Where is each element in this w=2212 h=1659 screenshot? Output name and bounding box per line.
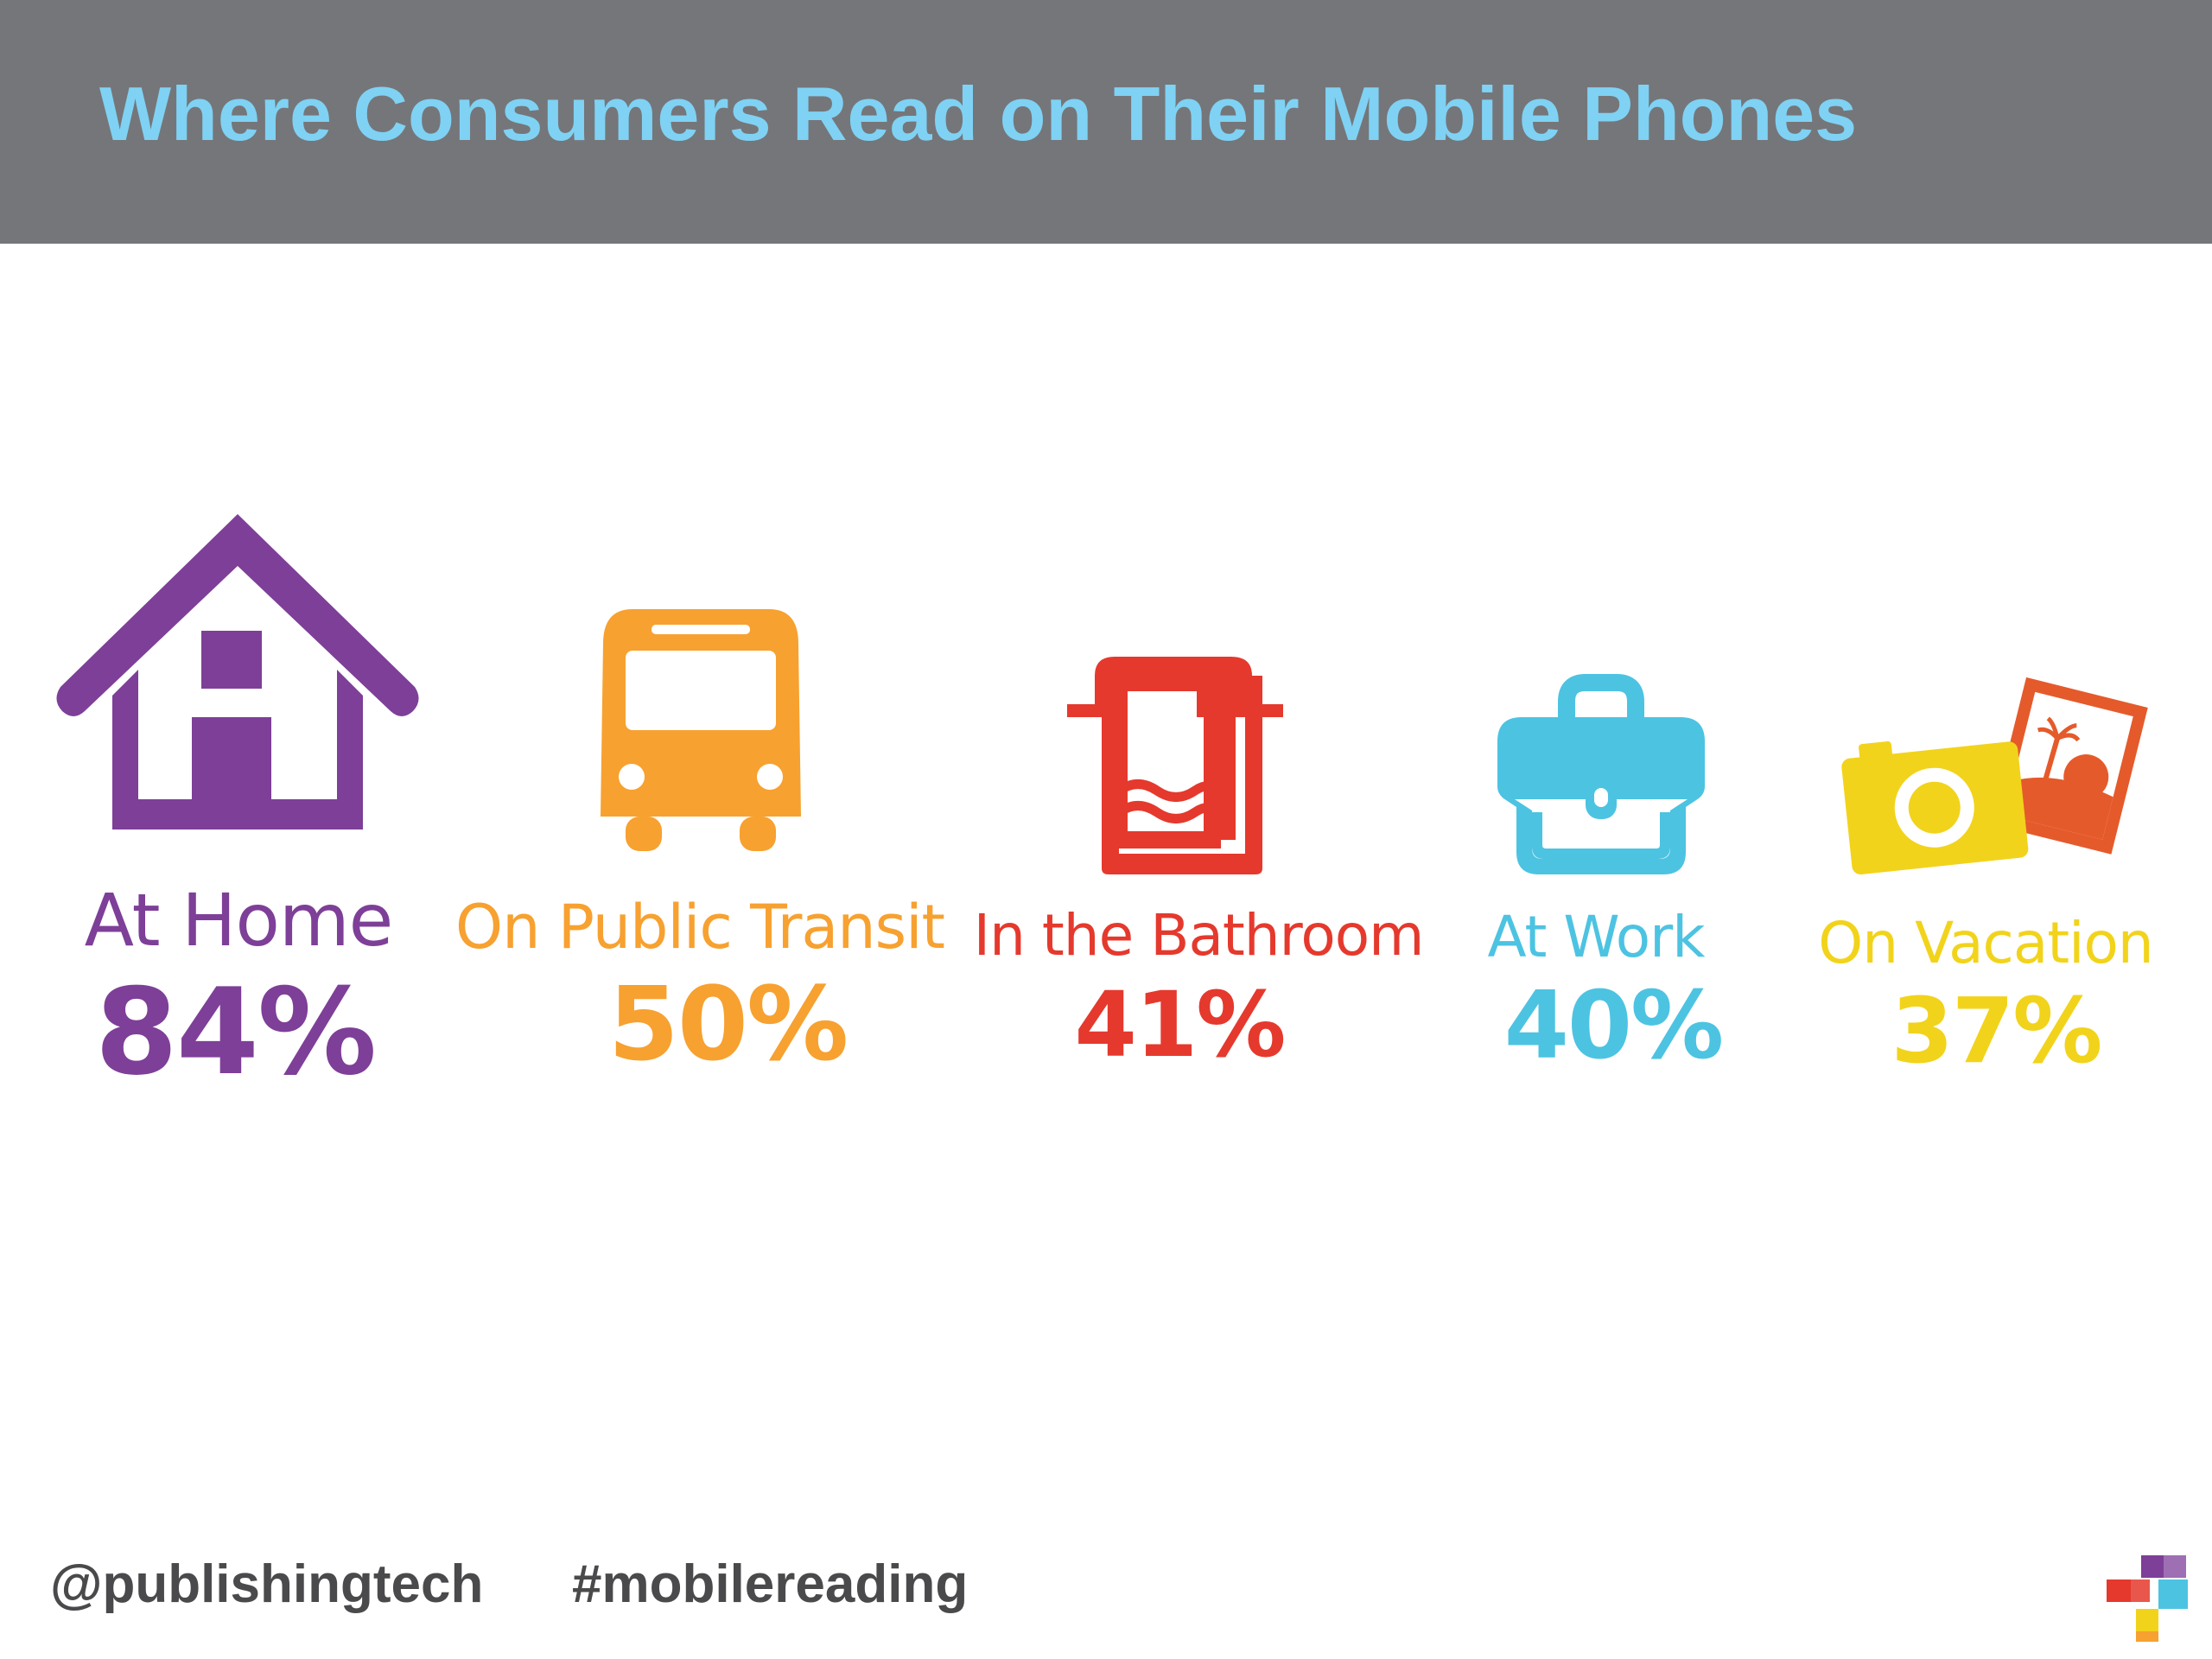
stat-value: 50%	[607, 964, 849, 1084]
camera-photo-icon	[1841, 677, 2148, 874]
towel-icon	[1067, 657, 1283, 874]
house-icon	[56, 514, 419, 830]
stat-label: At Home	[84, 878, 394, 963]
page-title: Where Consumers Read on Their Mobile Pho…	[99, 71, 1858, 156]
twitter-handle: @publishingtech	[50, 1554, 484, 1614]
stat-value: 41%	[1074, 972, 1287, 1077]
hashtag: #mobilereading	[572, 1554, 969, 1614]
stat-value: 84%	[94, 963, 377, 1102]
stat-label: At Work	[1487, 904, 1706, 970]
bus-icon	[601, 609, 801, 851]
briefcase-icon	[1497, 674, 1705, 874]
header-bar: Where Consumers Read on Their Mobile Pho…	[0, 0, 2212, 244]
stat-label: In the Bathroom	[973, 902, 1425, 969]
stat-value: 37%	[1891, 978, 2103, 1084]
stat-value: 40%	[1503, 972, 1725, 1080]
stat-label: On Public Transit	[454, 892, 945, 963]
stat-label: On Vacation	[1818, 910, 2153, 976]
publishing-technology-logo	[2107, 1555, 2188, 1642]
